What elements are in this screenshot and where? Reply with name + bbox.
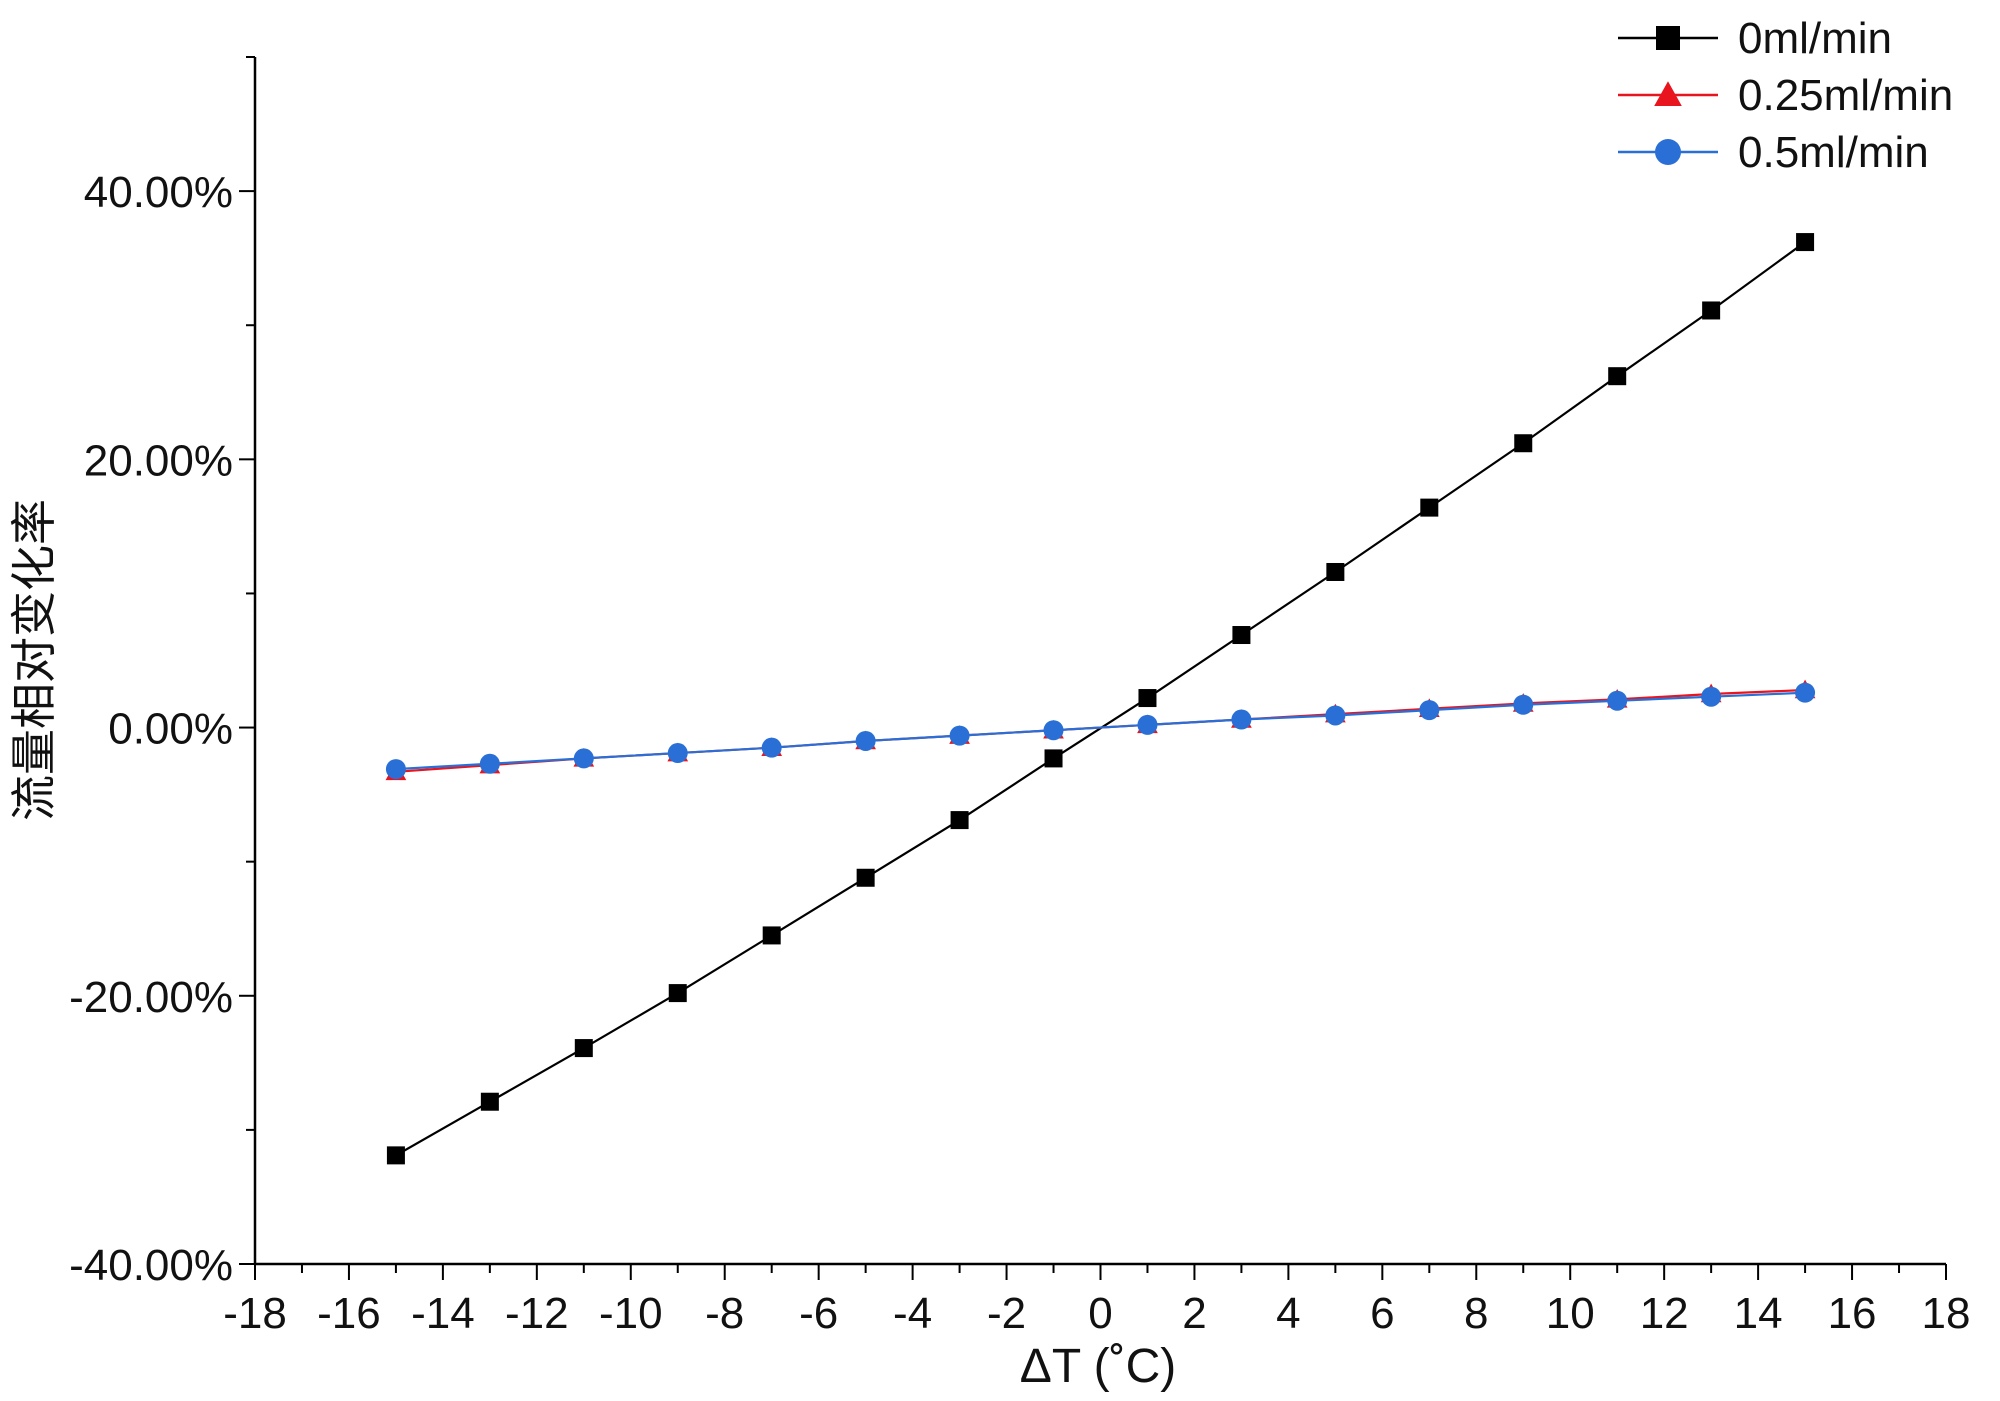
data-point xyxy=(479,753,500,774)
data-point xyxy=(385,759,406,780)
y-tick-label: -40.00% xyxy=(69,1241,233,1290)
data-point xyxy=(480,1092,499,1111)
data-point xyxy=(574,1039,593,1058)
x-tick-label: -12 xyxy=(505,1289,569,1338)
data-point xyxy=(667,743,688,764)
axes: -18 -16 -14 -12 -10 -8 -6 -4 -2 0 2 4 6 8 10 12 14 16 18 -4… xyxy=(69,56,1971,1338)
x-axis-title: ΔT (˚C) xyxy=(1020,1340,1176,1393)
legend-marker xyxy=(1656,26,1680,50)
legend: 0ml/min 0.25ml/min 0.5ml/min xyxy=(1618,14,1953,177)
x-tick-label: 6 xyxy=(1370,1289,1394,1338)
x-tick-label: -6 xyxy=(799,1289,838,1338)
series-3 xyxy=(385,682,1816,780)
x-tick-label: 14 xyxy=(1734,1289,1783,1338)
data-point xyxy=(1796,233,1815,252)
series-line xyxy=(395,241,1806,1157)
data-point xyxy=(1608,367,1627,386)
series-layer xyxy=(385,233,1816,1165)
data-point xyxy=(1043,720,1064,741)
data-point xyxy=(1795,682,1816,703)
data-point xyxy=(1514,434,1533,453)
x-tick-label: 4 xyxy=(1276,1289,1300,1338)
x-tick-label: -2 xyxy=(987,1289,1026,1338)
x-tick-label: 16 xyxy=(1828,1289,1877,1338)
y-tick-label: 20.00% xyxy=(84,436,233,485)
data-point xyxy=(1326,562,1345,581)
data-point xyxy=(1702,301,1721,320)
y-tick-label: 0.00% xyxy=(108,705,233,754)
x-tick-label: 0 xyxy=(1088,1289,1112,1338)
legend-label: 0ml/min xyxy=(1738,14,1892,63)
data-point xyxy=(1513,694,1534,715)
legend-item: 0.25ml/min xyxy=(1618,71,1953,120)
data-point xyxy=(855,730,876,751)
x-tick-label: 8 xyxy=(1464,1289,1488,1338)
x-tick-label: -8 xyxy=(705,1289,744,1338)
legend-item: 0.5ml/min xyxy=(1618,128,1929,177)
data-point xyxy=(761,737,782,758)
data-point xyxy=(1325,705,1346,726)
x-tick-label: 12 xyxy=(1640,1289,1689,1338)
data-point xyxy=(949,725,970,746)
legend-marker xyxy=(1655,139,1681,165)
data-point xyxy=(1231,709,1252,730)
data-point xyxy=(1138,689,1157,708)
data-point xyxy=(573,748,594,769)
legend-label: 0.5ml/min xyxy=(1738,128,1929,177)
data-point xyxy=(950,811,969,830)
legend-label: 0.25ml/min xyxy=(1738,71,1953,120)
data-point xyxy=(1701,686,1722,707)
data-point xyxy=(1419,700,1440,721)
legend-item: 0ml/min xyxy=(1618,14,1892,63)
legend-marker xyxy=(1654,81,1682,107)
series-1 xyxy=(386,233,1815,1165)
series-line xyxy=(395,691,1806,771)
y-tick-label: -20.00% xyxy=(69,973,233,1022)
x-tick-label: -4 xyxy=(893,1289,932,1338)
data-point xyxy=(1420,498,1439,517)
data-point xyxy=(856,868,875,887)
x-tick-label: -16 xyxy=(317,1289,381,1338)
x-tick-label: -10 xyxy=(599,1289,663,1338)
data-point xyxy=(386,1146,405,1165)
y-axis-title: 流量相对变化率 xyxy=(8,499,60,821)
data-point xyxy=(1044,749,1063,768)
data-point xyxy=(1607,690,1628,711)
x-tick-label: 18 xyxy=(1922,1289,1971,1338)
x-tick-label: -18 xyxy=(223,1289,287,1338)
x-tick-label: -14 xyxy=(411,1289,475,1338)
x-tick-label: 10 xyxy=(1546,1289,1595,1338)
data-point xyxy=(668,984,687,1003)
data-point xyxy=(1137,714,1158,735)
series-2 xyxy=(385,679,1816,781)
data-point xyxy=(762,926,781,945)
data-point xyxy=(1232,626,1251,645)
x-tick-label: 2 xyxy=(1182,1289,1206,1338)
y-tick-label: 40.00% xyxy=(84,168,233,217)
